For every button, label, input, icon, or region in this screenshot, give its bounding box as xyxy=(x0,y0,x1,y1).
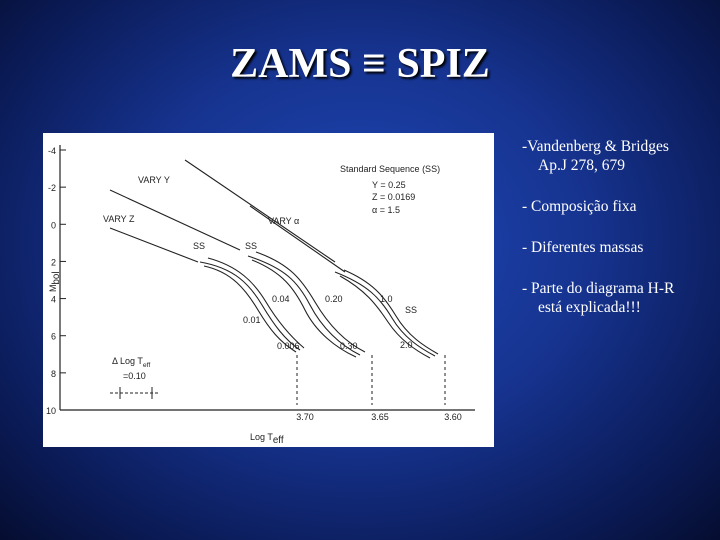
legend-text: Standard Sequence (SS) xyxy=(340,164,440,174)
curve-label: 0.006 xyxy=(277,341,300,351)
y-tick-label: 0 xyxy=(51,220,56,230)
x-axis-label-main: Log T xyxy=(250,432,273,442)
bullet: - Composição fixa xyxy=(522,197,674,216)
bullet-line: - Composição fixa xyxy=(522,198,637,215)
x-axis-label: Log Teff xyxy=(250,432,284,446)
delta-label-main: Δ Log T xyxy=(112,356,143,366)
y-tick-label: 8 xyxy=(51,369,56,379)
curve-label: 0.30 xyxy=(340,341,358,351)
bullet-line: Ap.J 278, 679 xyxy=(538,157,625,174)
curve-label: VARY Y xyxy=(138,175,170,185)
bullet-line: -Vandenberg & Bridges xyxy=(522,138,669,155)
bullet-list: -Vandenberg & Bridges Ap.J 278, 679 - Comp… xyxy=(522,137,674,339)
y-tick-label: 2 xyxy=(51,257,56,267)
x-tick-label: 3.60 xyxy=(444,412,462,422)
y-axis-label-main: M xyxy=(48,285,58,293)
legend-text: Y = 0.25 xyxy=(372,180,406,190)
reference-arrows xyxy=(296,355,446,405)
curves xyxy=(109,159,439,359)
delta-value: =0.10 xyxy=(123,371,146,381)
delta-marker xyxy=(110,387,160,399)
y-tick-label: 4 xyxy=(51,295,56,305)
x-axis-label-sub: eff xyxy=(273,435,284,446)
x-tick-label: 3.70 xyxy=(296,412,314,422)
legend-text: Z = 0.0169 xyxy=(372,192,415,202)
slide-title: ZAMS ≡ SPIZ xyxy=(230,41,490,87)
bullet-line: está explicada!!! xyxy=(538,299,641,316)
curve-label: 2.0 xyxy=(400,340,413,350)
curve-label: 0.01 xyxy=(243,315,261,325)
curve-label: VARY Z xyxy=(103,214,135,224)
y-tick-label: 10 xyxy=(46,406,56,416)
bullet: - Parte do diagrama H-R está explicada!!! xyxy=(522,279,674,317)
curve-label: VARY α xyxy=(268,216,299,226)
figure-background xyxy=(43,133,494,447)
y-axis-label: Mbol xyxy=(48,271,62,292)
delta-label-sub: eff xyxy=(143,362,151,369)
axes xyxy=(59,145,475,411)
y-tick-label: -2 xyxy=(48,183,56,193)
curve-label: 0.20 xyxy=(325,294,343,304)
delta-label: Δ Log Teff xyxy=(112,356,150,369)
curve-label: SS xyxy=(245,241,257,251)
curve-label: 1.0 xyxy=(380,294,393,304)
bullet: - Diferentes massas xyxy=(522,238,674,257)
curve-label: 0.04 xyxy=(272,294,290,304)
x-tick-label: 3.65 xyxy=(371,412,389,422)
bullet-line: - Parte do diagrama H-R xyxy=(522,280,675,297)
legend-text: α = 1.5 xyxy=(372,205,400,215)
curve-label: SS xyxy=(405,305,417,315)
y-tick-label: -4 xyxy=(48,146,56,156)
bullet-line: - Diferentes massas xyxy=(522,239,644,256)
y-axis-label-sub: bol xyxy=(51,271,62,284)
y-tick-label: 6 xyxy=(51,332,56,342)
bullet: -Vandenberg & Bridges Ap.J 278, 679 xyxy=(522,137,674,175)
curve-label: SS xyxy=(193,241,205,251)
